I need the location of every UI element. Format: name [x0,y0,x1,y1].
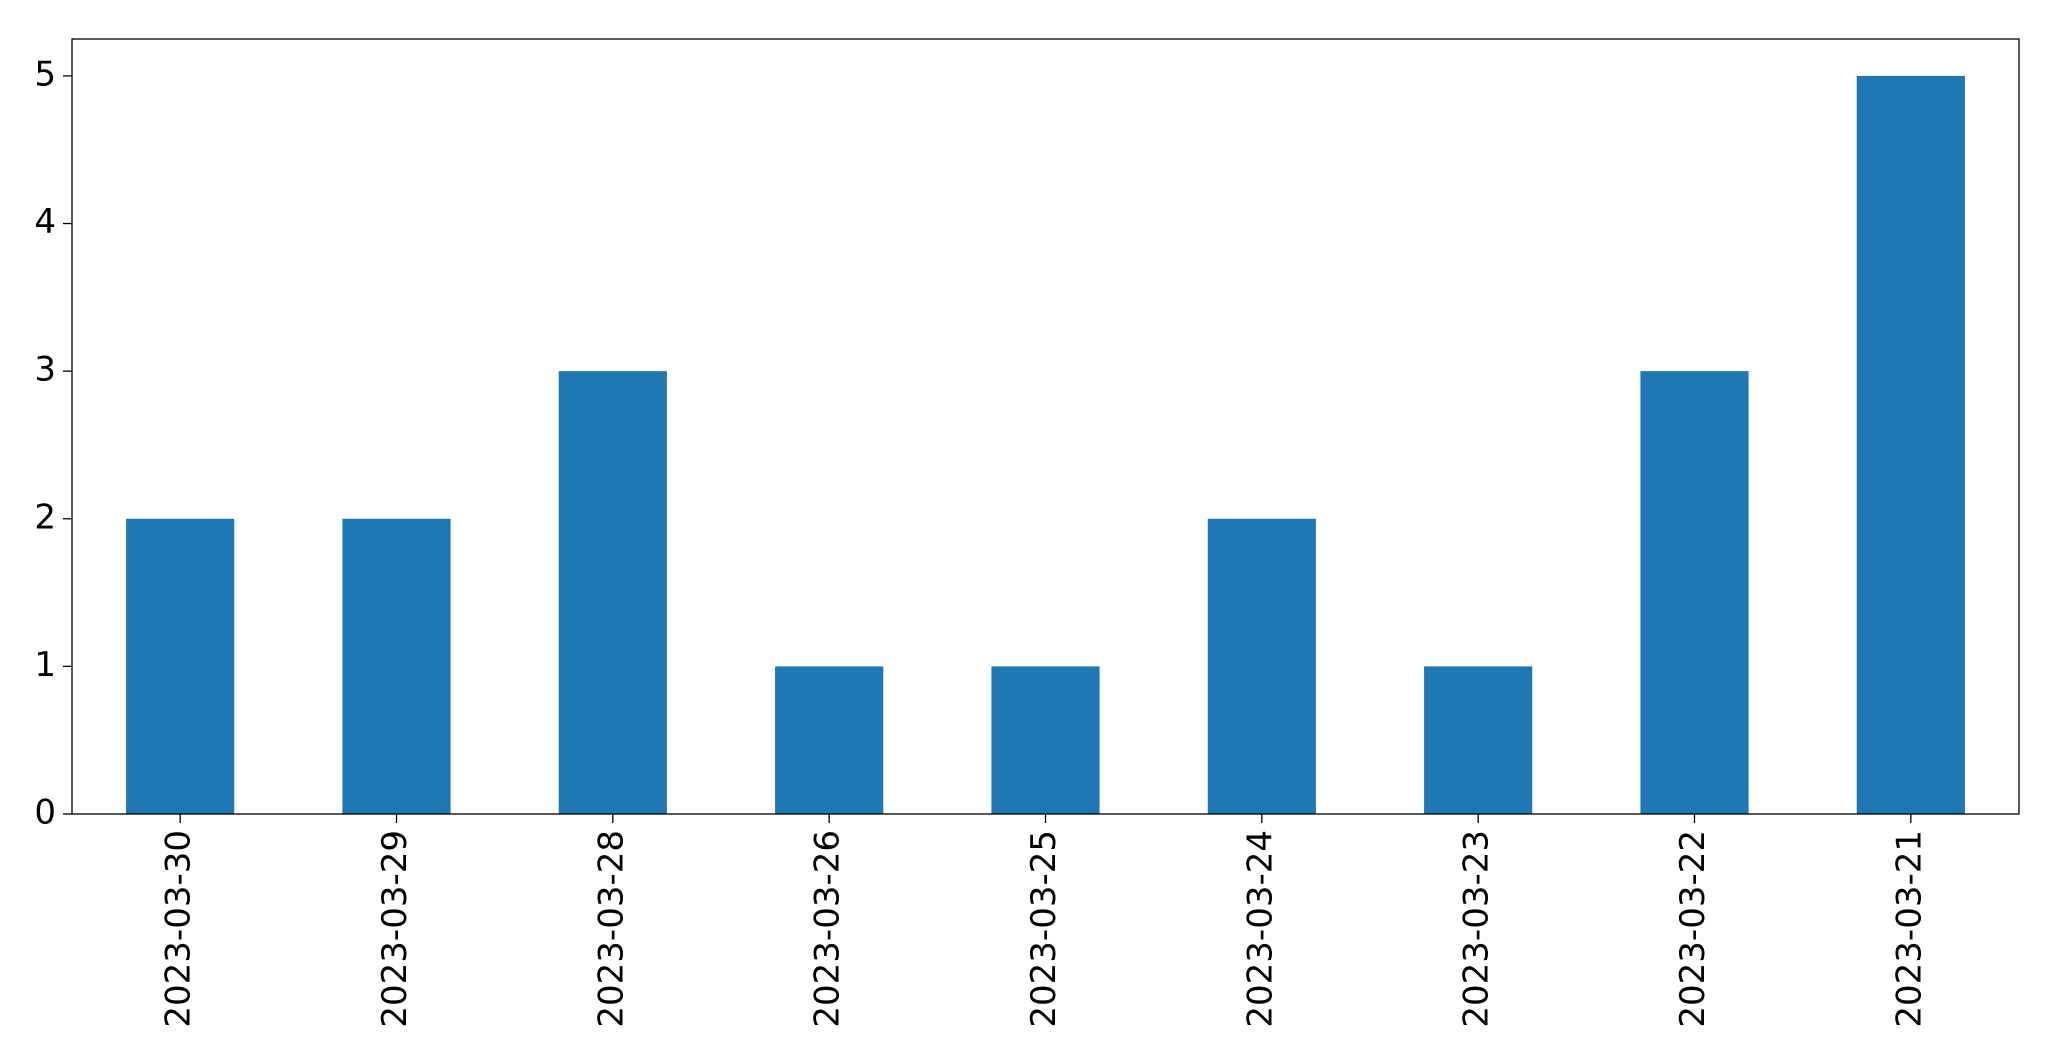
bar [1207,518,1316,814]
plot-frame [71,38,2020,815]
x-tick-label: 2023-03-24 [1240,830,1280,1028]
bar [1856,75,1965,814]
y-tick-label: 0 [34,793,56,833]
y-tick-label: 2 [34,497,56,537]
bar [1640,371,1749,814]
y-tick-label: 1 [34,645,56,685]
x-tick-label: 2023-03-29 [375,830,415,1028]
bar [126,518,235,814]
bar [1424,666,1533,814]
y-tick-label: 5 [34,54,56,94]
y-tick-label: 4 [34,202,56,242]
x-tick-label: 2023-03-21 [1889,830,1929,1028]
bar [991,666,1100,814]
x-tick-label: 2023-03-22 [1673,830,1713,1028]
y-tick-label: 3 [34,350,56,390]
bar [775,666,884,814]
x-tick-label: 2023-03-26 [808,830,848,1028]
bar [342,518,451,814]
x-tick-label: 2023-03-23 [1457,830,1497,1028]
x-tick-label: 2023-03-28 [591,830,631,1028]
x-tick-label: 2023-03-30 [159,830,199,1028]
bar [558,371,667,814]
x-tick-label: 2023-03-25 [1024,830,1064,1028]
